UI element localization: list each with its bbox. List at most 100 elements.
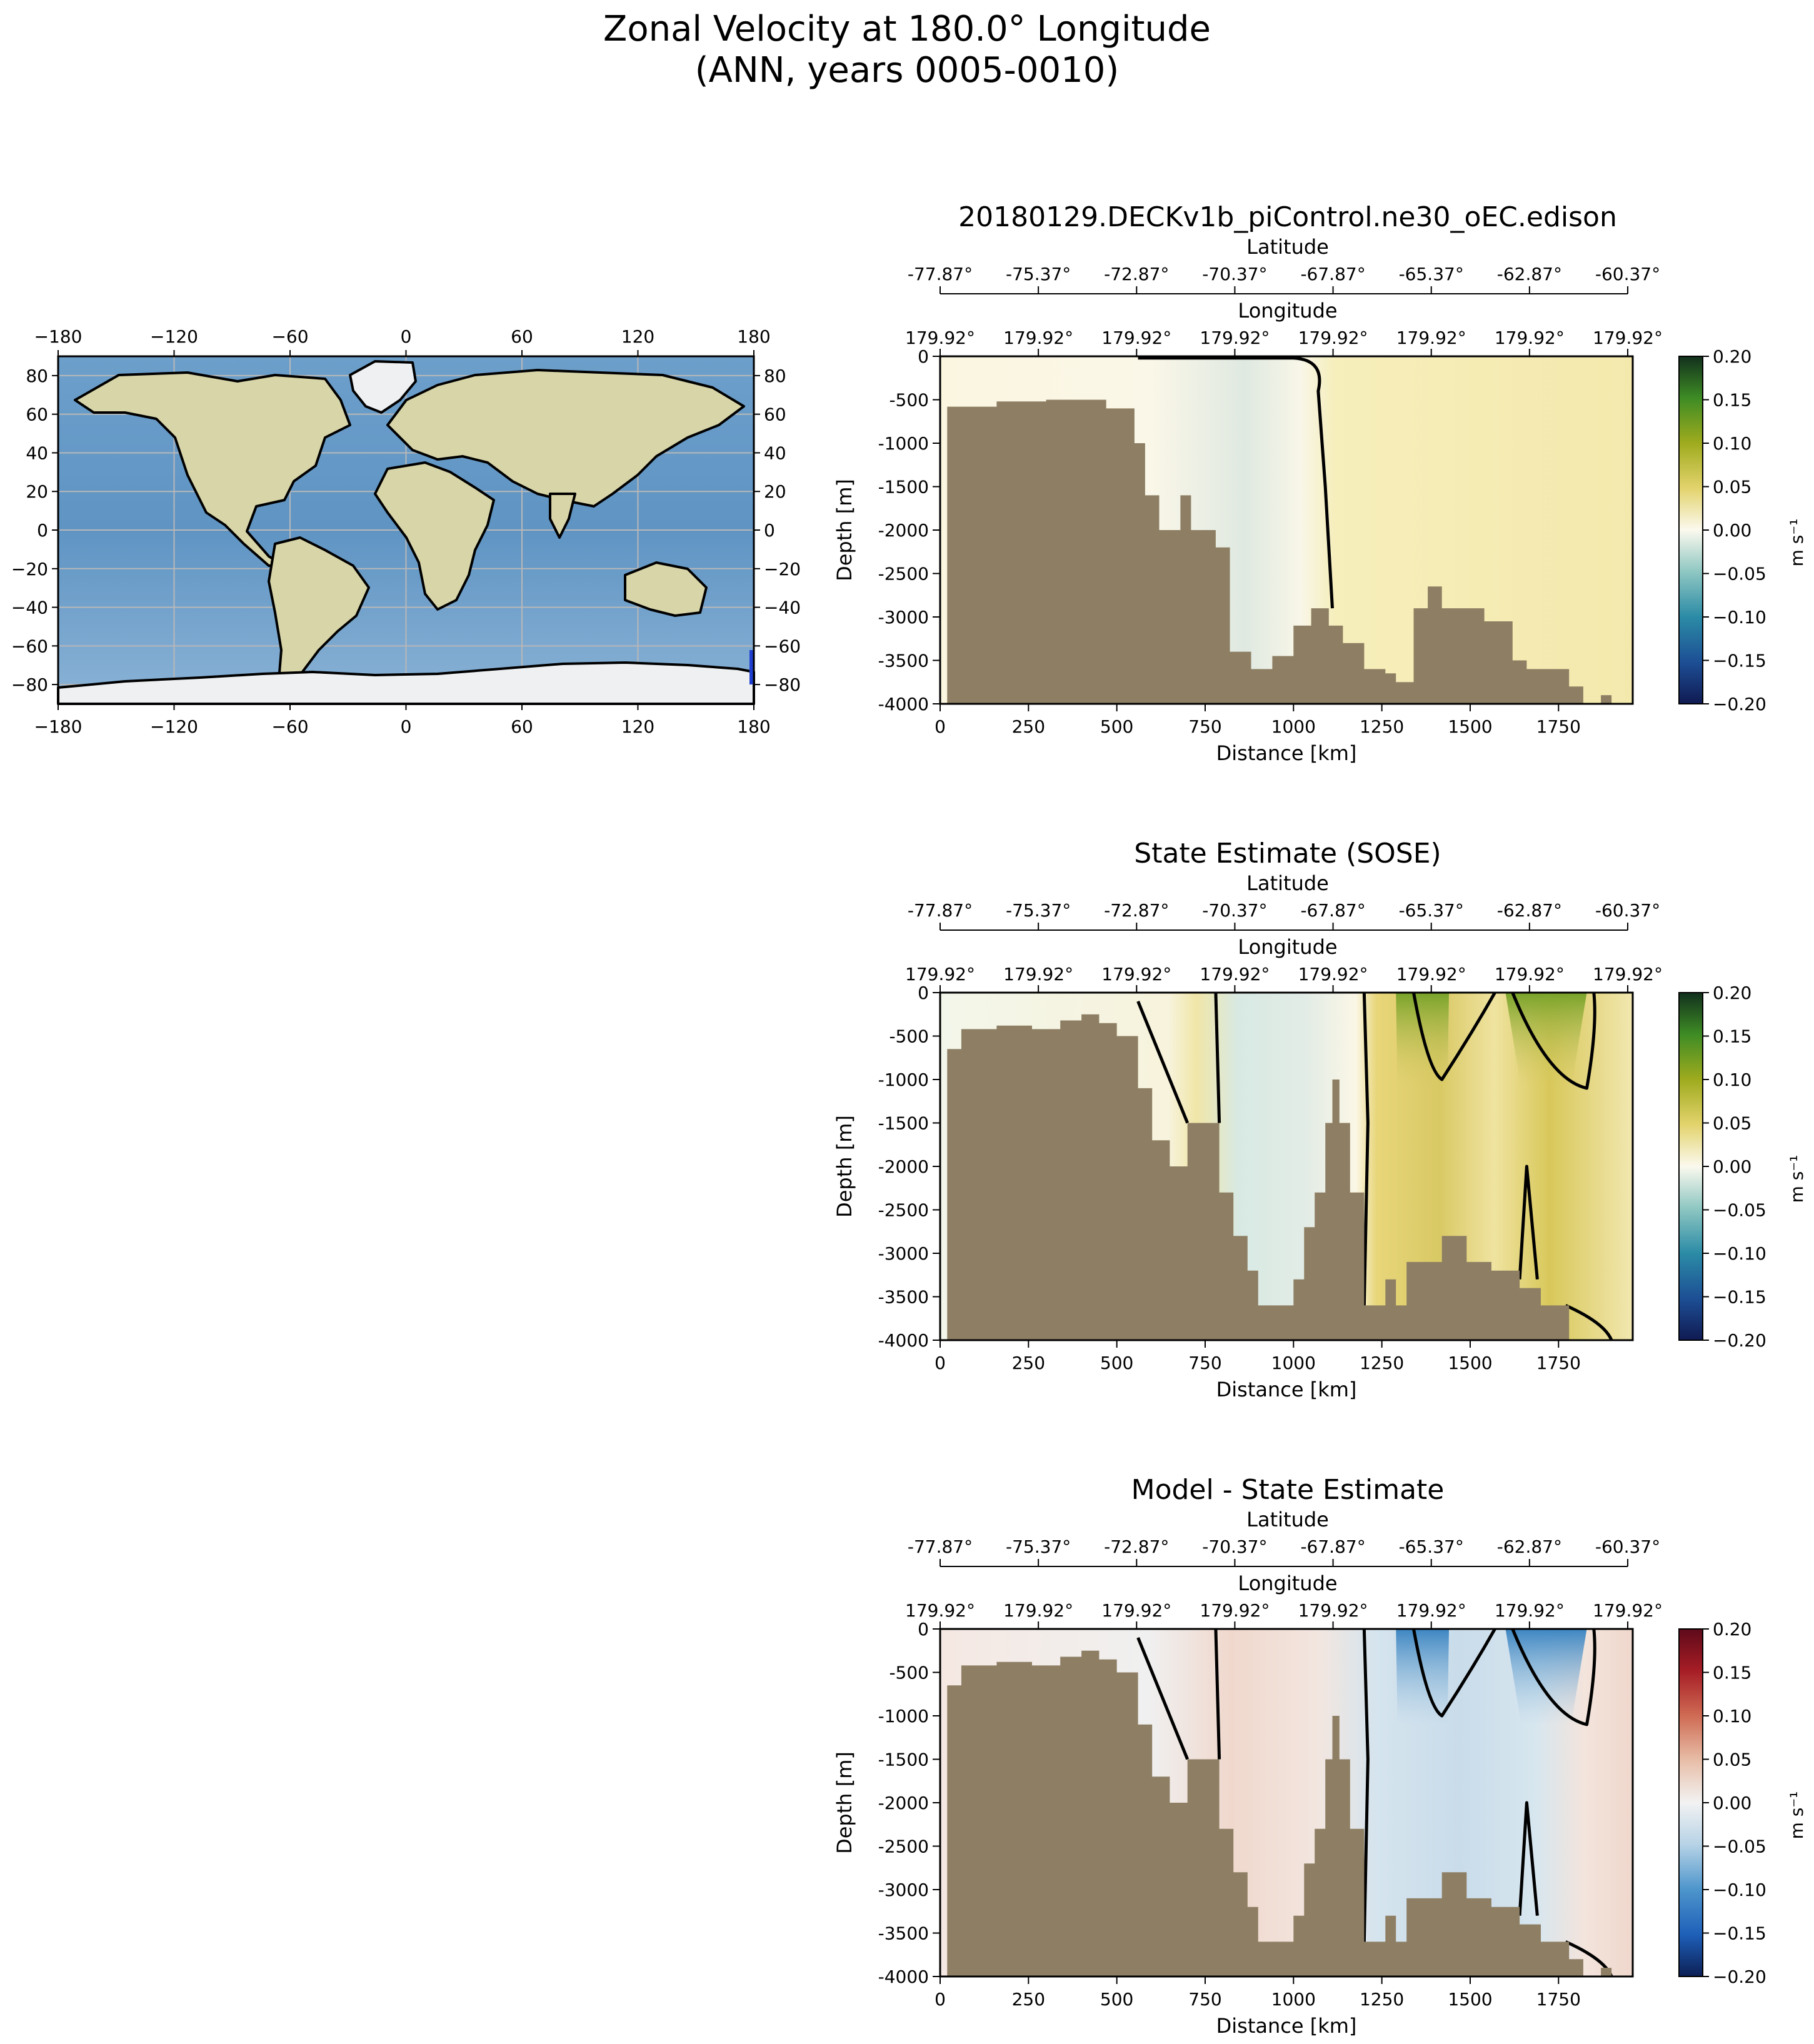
x-axis-label: Distance [km] [1216,2014,1357,2038]
south-america [268,536,370,695]
y-axis-label: Depth [m] [833,1115,856,1218]
map-tick-label-right: −20 [764,559,801,579]
x-tick-label: 250 [1012,716,1045,737]
latitude-tick-label: -67.87° [1300,264,1365,284]
y-tick-label: -2000 [878,1156,929,1177]
colorbar-tick-label: −0.10 [1713,607,1766,628]
longitude-tick-label: 179.92° [1495,1600,1565,1621]
colorbar-label: m s⁻¹ [1786,519,1807,567]
longitude-tick-label: 179.92° [1495,328,1565,348]
longitude-axis-label: Longitude [1238,1571,1337,1595]
colorbar-tick-label: 0.15 [1713,390,1751,411]
colorbar-tick-label: 0.05 [1713,477,1751,498]
europe-asia [386,369,745,508]
longitude-tick-label: 179.92° [1298,964,1368,984]
latitude-tick-label: -70.37° [1202,264,1267,284]
y-tick-label: -1500 [878,477,929,498]
y-tick-label: -3500 [878,1287,929,1308]
y-tick-label: 0 [918,1619,929,1640]
colorbar-label: m s⁻¹ [1786,1155,1807,1203]
longitude-tick-label: 179.92° [1396,328,1466,348]
map-tick-label-left: 0 [37,520,48,541]
latitude-tick-label: -65.37° [1399,1536,1464,1557]
colorbar-tick-label: 0.20 [1713,983,1751,1003]
colorbar-tick-label: 0.05 [1713,1113,1751,1134]
map-tick-label-bottom: 60 [511,716,533,737]
colorbar-tick-label: −0.15 [1713,651,1766,671]
x-tick-label: 750 [1188,1989,1221,2010]
longitude-axis-label: Longitude [1238,299,1337,323]
colorbar-label: m s⁻¹ [1786,1791,1807,1840]
map-tick-label-left: 20 [26,481,48,502]
colorbar-tick-label: 0.00 [1713,1156,1751,1177]
y-tick-label: 0 [918,983,929,1003]
y-tick-label: -1500 [878,1113,929,1134]
map-tick-label-right: 40 [764,443,786,463]
map-tick-label-top: 180 [737,326,770,347]
y-tick-label: -1000 [878,1070,929,1090]
longitude-axis-label: Longitude [1238,935,1337,959]
map-tick-label-top: −120 [150,326,198,347]
map-ticks: −180 −180 −120 −120 −60 −60 0 0 60 60 120 120 180 180… [11,326,801,737]
bathymetry [940,1650,1633,1976]
panel-title: Model - State Estimate [1131,1474,1445,1506]
map-tick-label-left: −60 [11,636,48,656]
y-tick-label: -2500 [878,1836,929,1857]
map-tick-label-top: 0 [401,326,412,347]
africa [374,461,495,611]
colorbar [1678,1628,1703,1977]
latitude-tick-label: -67.87° [1300,900,1365,921]
y-tick-label: -3500 [878,651,929,671]
colorbar-tick-label: −0.20 [1713,1966,1766,1987]
x-tick-label: 1250 [1360,1989,1404,2010]
longitude-tick-label: 179.92° [905,964,975,984]
map-tick-label-bottom: 0 [401,716,412,737]
map-tick-label-bottom: 120 [621,716,654,737]
latitude-tick-label: -67.87° [1300,1536,1365,1557]
map-tick-label-bottom: −120 [150,716,198,737]
x-tick-label: 1000 [1271,716,1316,737]
world-map: −180 −180 −120 −120 −60 −60 0 0 60 60 120 120 180 180… [11,326,801,737]
bathymetry [940,1014,1633,1340]
transect-marker [749,650,754,684]
longitude-tick-label: 179.92° [1298,328,1368,348]
x-tick-label: 0 [935,1989,946,2010]
x-axis-label: Distance [km] [1216,1378,1357,1401]
velocity-core [1505,993,1587,1088]
latitude-tick-label: -77.87° [908,264,973,284]
x-tick-label: 500 [1100,1353,1133,1373]
colorbar-tick-label: 0.20 [1713,346,1751,367]
x-tick-label: 0 [935,1353,946,1373]
longitude-tick-label: 179.92° [1200,1600,1270,1621]
x-tick-label: 500 [1100,716,1133,737]
x-tick-label: 1500 [1448,1989,1492,2010]
colorbar-tick-label: −0.10 [1713,1880,1766,1900]
y-tick-label: -3000 [878,1243,929,1264]
latitude-tick-label: -62.87° [1497,1536,1562,1557]
latitude-tick-label: -60.37° [1595,264,1660,284]
colorbar-tick-label: −0.20 [1713,694,1766,714]
longitude-tick-label: 179.92° [1396,1600,1466,1621]
latitude-tick-label: -60.37° [1595,1536,1660,1557]
longitude-tick-label: 179.92° [1101,964,1171,984]
colorbar-tick-label: 0.10 [1713,433,1751,454]
y-tick-label: -500 [889,390,929,411]
australia [624,561,708,617]
latitude-tick-label: -72.87° [1104,264,1169,284]
colorbar-tick-label: 0.15 [1713,1663,1751,1683]
x-tick-label: 1000 [1271,1989,1316,2010]
y-tick-label: -2000 [878,1793,929,1813]
map-tick-label-left: −80 [11,674,48,695]
latitude-tick-label: -75.37° [1006,1536,1071,1557]
x-tick-label: 1750 [1536,1353,1581,1373]
y-tick-label: -2000 [878,520,929,541]
colorbar [1678,992,1703,1341]
y-tick-label: -4000 [878,1966,929,1987]
map-tick-label-right: −80 [764,674,801,695]
y-tick-label: -3000 [878,1880,929,1900]
panel-model: 0 250 500 750 1000 1250 1500 1750 Distance [km] 0… [833,201,1807,765]
map-tick-label-top: −180 [34,326,83,347]
longitude-tick-label: 179.92° [905,328,975,348]
map-tick-label-right: 20 [764,481,786,502]
